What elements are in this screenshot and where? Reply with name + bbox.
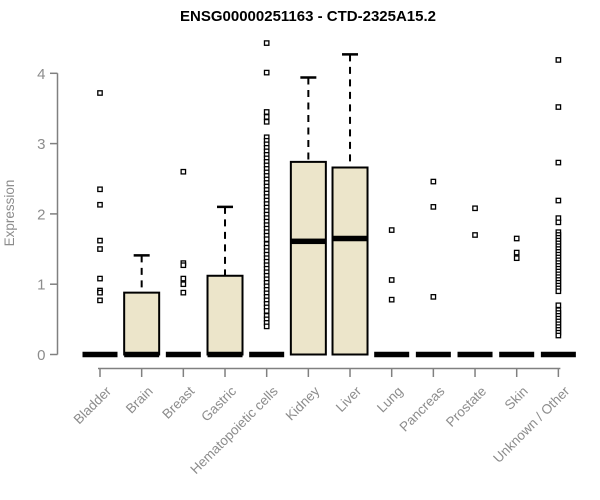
x-tick-label: Gastric [198, 383, 239, 424]
box [123, 291, 161, 356]
outlier-point [263, 114, 270, 120]
x-tick-label: Lung [374, 384, 406, 416]
outlier-point [97, 275, 103, 282]
outlier-point [97, 289, 103, 296]
outlier-point [180, 289, 187, 296]
outlier-point [263, 323, 270, 330]
y-tick-label: 1 [37, 277, 45, 294]
chart-title: ENSG00000251163 - CTD-2325A15.2 [180, 8, 436, 25]
outlier-point [180, 275, 187, 282]
outlier-point [263, 118, 270, 125]
outlier-point [430, 294, 437, 300]
x-tick-label: Bladder [71, 383, 115, 427]
median-line [457, 351, 493, 358]
outlier-point [388, 296, 395, 303]
outlier-point [555, 104, 562, 110]
outlier-point [430, 204, 437, 210]
x-tick-label: Skin [502, 384, 531, 413]
outlier-point [513, 235, 520, 242]
y-tick-label: 0 [37, 347, 45, 364]
outlier-point [555, 302, 562, 309]
y-tick-label: 3 [37, 136, 45, 153]
x-tick-label: Liver [333, 383, 365, 415]
outlier-point [555, 57, 562, 63]
outlier-point [180, 262, 187, 269]
x-tick-label: Brain [123, 384, 156, 417]
median-line [374, 351, 410, 358]
outlier-point [555, 288, 562, 295]
outlier-point [555, 159, 562, 166]
median-line [165, 351, 201, 358]
median-line [540, 351, 576, 358]
outlier-point [97, 90, 103, 96]
outlier-point [263, 308, 270, 314]
x-tick-label: Breast [159, 383, 197, 421]
box [331, 166, 369, 356]
outlier-point [97, 201, 103, 208]
outlier-point [555, 197, 562, 204]
outlier-point [180, 281, 187, 288]
outlier-point [263, 40, 270, 46]
y-tick-label: 2 [37, 206, 45, 223]
outlier-point [472, 232, 478, 238]
x-tick-label: Kidney [283, 383, 323, 423]
y-tick-label: 4 [37, 66, 45, 83]
x-tick-label: Unknown / Other [490, 383, 573, 466]
median-line [82, 351, 118, 358]
median-line [290, 238, 326, 245]
median-line [332, 235, 368, 242]
outlier-point [97, 237, 103, 244]
box [289, 160, 327, 356]
y-axis-label: Expression [2, 180, 17, 247]
box [206, 274, 244, 356]
outlier-point [388, 277, 395, 283]
median-line [207, 351, 243, 358]
outlier-point [430, 178, 437, 185]
x-tick-label: Prostate [443, 384, 489, 430]
median-line [415, 351, 451, 358]
outlier-point [388, 227, 395, 233]
outlier-point [555, 219, 562, 226]
outlier-point [263, 236, 270, 243]
outlier-point [263, 69, 270, 76]
outlier-point [513, 255, 520, 262]
outlier-point [97, 186, 103, 193]
median-line [499, 351, 535, 358]
outlier-point [263, 109, 270, 115]
outlier-point [513, 249, 520, 256]
outlier-point [97, 297, 103, 304]
outlier-point [555, 332, 562, 339]
outlier-point [97, 246, 103, 252]
outlier-point [180, 168, 187, 175]
outlier-point [472, 205, 478, 212]
median-line [124, 351, 160, 358]
x-tick-label: Pancreas [397, 383, 448, 434]
median-line [249, 351, 285, 358]
